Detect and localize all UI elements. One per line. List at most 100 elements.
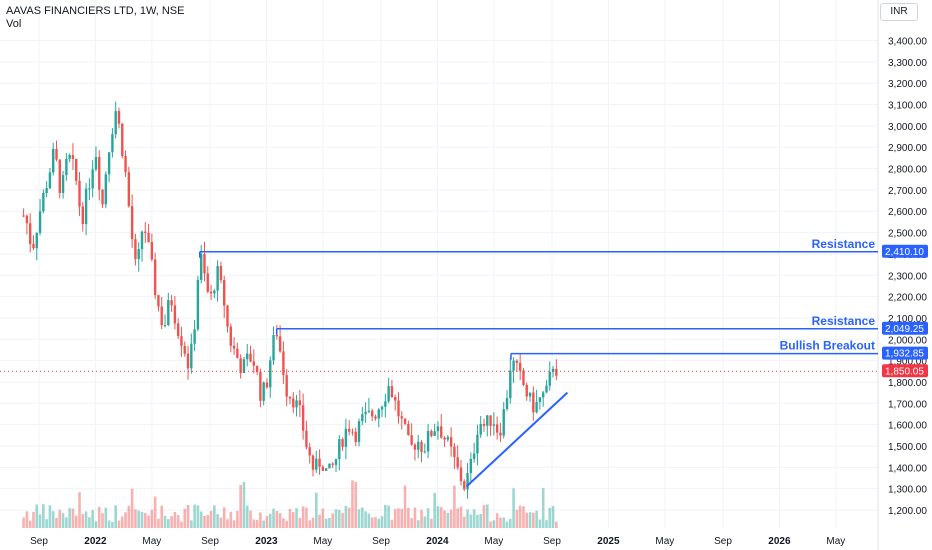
candle-body bbox=[407, 423, 410, 436]
volume-bar bbox=[420, 509, 423, 528]
volume-bar bbox=[341, 512, 344, 528]
volume-bar bbox=[272, 508, 275, 528]
volume-bar bbox=[104, 507, 108, 528]
candle-body bbox=[518, 362, 522, 371]
candle-body bbox=[525, 384, 528, 397]
volume-bar bbox=[413, 507, 417, 528]
volume-bar bbox=[163, 515, 167, 528]
candle-body bbox=[292, 398, 295, 408]
price-tag bbox=[882, 321, 928, 335]
candle-body bbox=[499, 432, 502, 436]
y-tick-label: 3,100.00 bbox=[888, 101, 927, 112]
volume-bar bbox=[476, 514, 479, 528]
candle-body bbox=[25, 215, 29, 224]
level-label: Resistance bbox=[812, 237, 876, 251]
volume-bar bbox=[48, 505, 52, 528]
volume-bar bbox=[426, 508, 430, 528]
volume-bar bbox=[78, 492, 81, 528]
candle-body bbox=[150, 241, 154, 260]
candle-body bbox=[272, 335, 275, 361]
candle-body bbox=[22, 215, 25, 217]
candle-body bbox=[213, 290, 216, 294]
trend-line bbox=[465, 391, 569, 488]
candle-body bbox=[186, 353, 190, 369]
candle-body bbox=[255, 365, 259, 372]
x-tick-label: May bbox=[484, 536, 503, 547]
x-tick-label: May bbox=[826, 536, 845, 547]
volume-bar bbox=[160, 505, 164, 528]
volume-bar bbox=[94, 521, 98, 528]
y-tick-label: 1,900.00 bbox=[888, 357, 927, 368]
volume-bar bbox=[495, 513, 499, 528]
volume-bar bbox=[81, 514, 85, 528]
candle-body bbox=[440, 426, 443, 438]
volume-bar bbox=[509, 518, 512, 528]
volume-bar bbox=[45, 519, 48, 528]
volume-bar bbox=[180, 521, 183, 528]
volume-bar bbox=[88, 517, 91, 528]
price-tag bbox=[882, 244, 928, 258]
candle-body bbox=[147, 232, 150, 242]
volume-bar bbox=[173, 512, 177, 528]
volume-bar bbox=[479, 513, 483, 528]
volume-bar bbox=[55, 517, 58, 528]
volume-bar bbox=[229, 511, 233, 528]
candle-body bbox=[232, 345, 236, 349]
volume-bar bbox=[446, 512, 450, 528]
candle-body bbox=[78, 180, 81, 207]
volume-bar bbox=[226, 519, 229, 528]
candle-body bbox=[262, 382, 265, 401]
volume-bar bbox=[443, 510, 446, 528]
candle-body bbox=[298, 400, 302, 406]
candle-body bbox=[472, 453, 476, 459]
volume-bar bbox=[61, 513, 65, 528]
volume-bar bbox=[407, 507, 410, 528]
volume-bar bbox=[193, 504, 196, 528]
y-tick-label: 2,100.00 bbox=[888, 314, 927, 325]
volume-bar bbox=[130, 488, 134, 528]
candle-body bbox=[288, 396, 292, 399]
candle-body bbox=[515, 360, 519, 363]
candle-body bbox=[505, 398, 509, 410]
candle-body bbox=[140, 231, 144, 250]
candle-body bbox=[324, 468, 328, 471]
currency-button[interactable]: INR bbox=[880, 3, 918, 21]
volume-bar bbox=[22, 517, 25, 528]
y-tick-label: 2,500.00 bbox=[888, 229, 927, 240]
candle-body bbox=[548, 371, 551, 386]
candle-body bbox=[209, 291, 213, 294]
candle-body bbox=[469, 458, 473, 474]
volume-bar bbox=[466, 509, 469, 528]
volume-bar bbox=[453, 485, 456, 528]
candle-body bbox=[443, 437, 446, 440]
candle-body bbox=[436, 426, 440, 432]
x-tick-label: 2023 bbox=[255, 536, 278, 547]
volume-bar bbox=[255, 519, 259, 528]
volume-bar bbox=[265, 516, 269, 528]
price-tag-label: 2,410.10 bbox=[885, 247, 924, 258]
volume-bar bbox=[374, 517, 377, 528]
volume-bar bbox=[74, 515, 78, 528]
volume-bar bbox=[216, 514, 219, 528]
candle-body bbox=[347, 428, 351, 432]
candle-body bbox=[229, 326, 232, 346]
volume-bar bbox=[25, 511, 29, 528]
volume-bar bbox=[397, 508, 400, 528]
chart-title: AAVAS FINANCIERS LTD, 1W, NSE bbox=[6, 5, 185, 17]
volume-bar bbox=[101, 513, 104, 528]
level-label: Resistance bbox=[812, 314, 876, 328]
candle-body bbox=[68, 155, 71, 159]
candle-body bbox=[430, 430, 433, 436]
candle-body bbox=[433, 431, 436, 436]
candle-body bbox=[190, 343, 193, 369]
volume-bar bbox=[321, 508, 325, 528]
candle-body bbox=[193, 329, 196, 344]
volume-bar bbox=[532, 512, 535, 528]
candle-body bbox=[384, 401, 387, 407]
current-price-label: 1,850.05 bbox=[885, 366, 924, 377]
volume-bar bbox=[68, 508, 71, 528]
volume-bar bbox=[492, 520, 496, 528]
volume-bar bbox=[387, 505, 390, 528]
candle-body bbox=[410, 435, 413, 445]
